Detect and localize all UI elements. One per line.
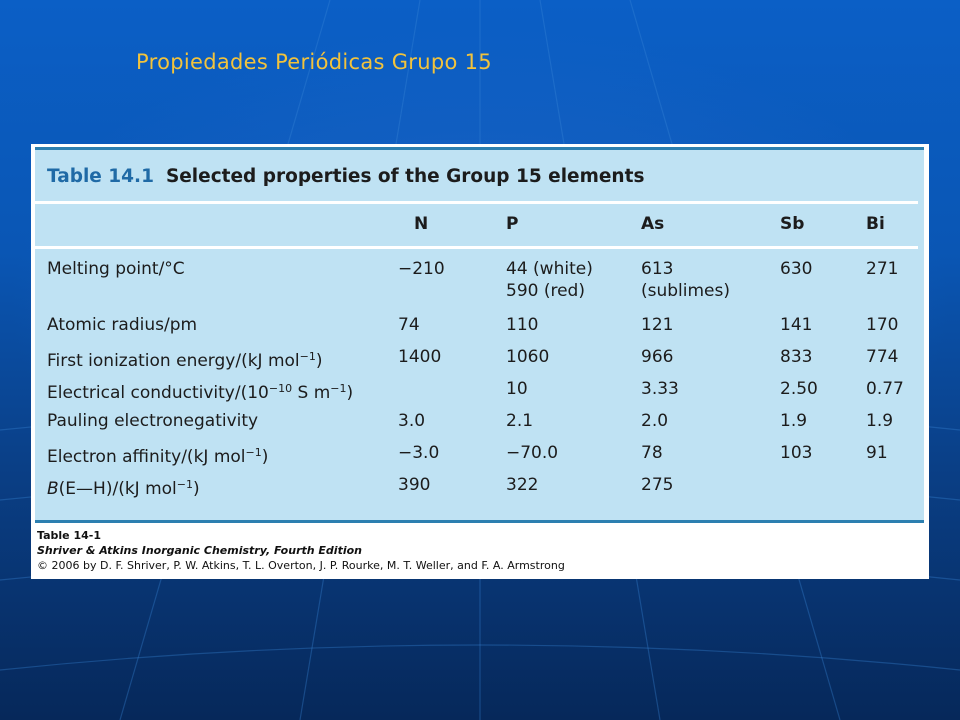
table-cell: 2.50	[780, 379, 818, 399]
table-number: Table 14.1	[47, 166, 154, 187]
table-image-panel: Table 14.1 Selected properties of the Gro…	[31, 144, 929, 579]
table-cell: 0.77	[866, 379, 904, 399]
table-cell: 121	[641, 315, 674, 335]
table-cell: 1060	[506, 347, 550, 367]
row-label: Pauling electronegativity	[47, 411, 259, 431]
table-cell: −70.0	[506, 443, 559, 463]
table-cell: 2.0	[641, 411, 669, 431]
table-cell: 170	[866, 315, 899, 335]
table-cell: 1400	[398, 347, 442, 367]
column-header-n: N	[414, 214, 429, 234]
table-cell: 774	[866, 347, 899, 367]
table-cell: 78	[641, 443, 663, 463]
column-header-p: P	[506, 214, 519, 234]
table-cell: 613 (sublimes)	[641, 259, 731, 301]
credit-book-title: Shriver & Atkins Inorganic Chemistry, Fo…	[37, 544, 362, 557]
table-cell: 74	[398, 315, 420, 335]
table-cell: 1.9	[866, 411, 894, 431]
table-cell: 10	[506, 379, 528, 399]
table-cell: 275	[641, 475, 674, 495]
table-cell: 833	[780, 347, 813, 367]
table-cell: 271	[866, 259, 899, 279]
caption-divider	[35, 201, 918, 204]
table-cell: 966	[641, 347, 674, 367]
row-label: Electrical conductivity/(10−10 S m−1)	[47, 382, 354, 403]
properties-table: Table 14.1 Selected properties of the Gro…	[35, 147, 924, 523]
table-cell: 44 (white) 590 (red)	[506, 259, 593, 301]
credit-table-id: Table 14-1	[37, 529, 101, 542]
table-cell: 390	[398, 475, 431, 495]
table-cell: 322	[506, 475, 539, 495]
table-cell: −210	[398, 259, 445, 279]
credit-copyright: © 2006 by D. F. Shriver, P. W. Atkins, T…	[37, 559, 565, 572]
table-cell: 3.0	[398, 411, 426, 431]
row-label: Atomic radius/pm	[47, 315, 198, 335]
column-header-sb: Sb	[780, 214, 805, 234]
table-cell: 110	[506, 315, 539, 335]
table-cell: 141	[780, 315, 813, 335]
slide-title: Propiedades Periódicas Grupo 15	[136, 50, 492, 74]
row-label: First ionization energy/(kJ mol−1)	[47, 350, 323, 371]
table-cell: 630	[780, 259, 813, 279]
table-cell: 1.9	[780, 411, 808, 431]
table-credits: Table 14-1 Shriver & Atkins Inorganic Ch…	[37, 528, 565, 573]
table-cell: 2.1	[506, 411, 534, 431]
column-header-as: As	[641, 214, 665, 234]
table-cell: 103	[780, 443, 813, 463]
table-cell: 3.33	[641, 379, 679, 399]
table-cell: −3.0	[398, 443, 440, 463]
row-label: B(E—H)/(kJ mol−1)	[47, 478, 200, 499]
column-header-bi: Bi	[866, 214, 885, 234]
table-cell: 91	[866, 443, 888, 463]
row-label: Melting point/°C	[47, 259, 185, 279]
table-title: Selected properties of the Group 15 elem…	[165, 166, 645, 187]
table-caption: Table 14.1 Selected properties of the Gro…	[47, 166, 644, 187]
row-label: Electron affinity/(kJ mol−1)	[47, 446, 269, 467]
header-divider	[35, 246, 918, 249]
